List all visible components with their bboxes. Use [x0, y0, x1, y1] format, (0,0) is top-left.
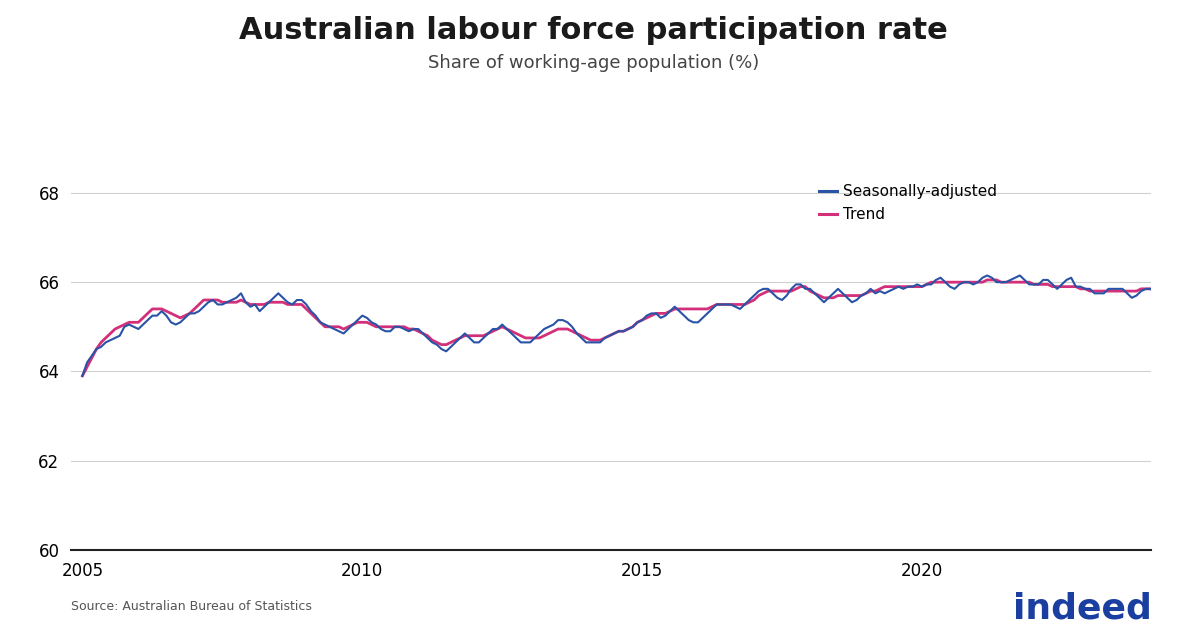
Legend: Seasonally-adjusted, Trend: Seasonally-adjusted, Trend: [813, 178, 1003, 228]
Text: Australian labour force participation rate: Australian labour force participation ra…: [239, 16, 948, 45]
Text: indeed: indeed: [1013, 592, 1151, 626]
Text: Source: Australian Bureau of Statistics: Source: Australian Bureau of Statistics: [71, 600, 312, 613]
Text: Share of working-age population (%): Share of working-age population (%): [427, 54, 760, 71]
